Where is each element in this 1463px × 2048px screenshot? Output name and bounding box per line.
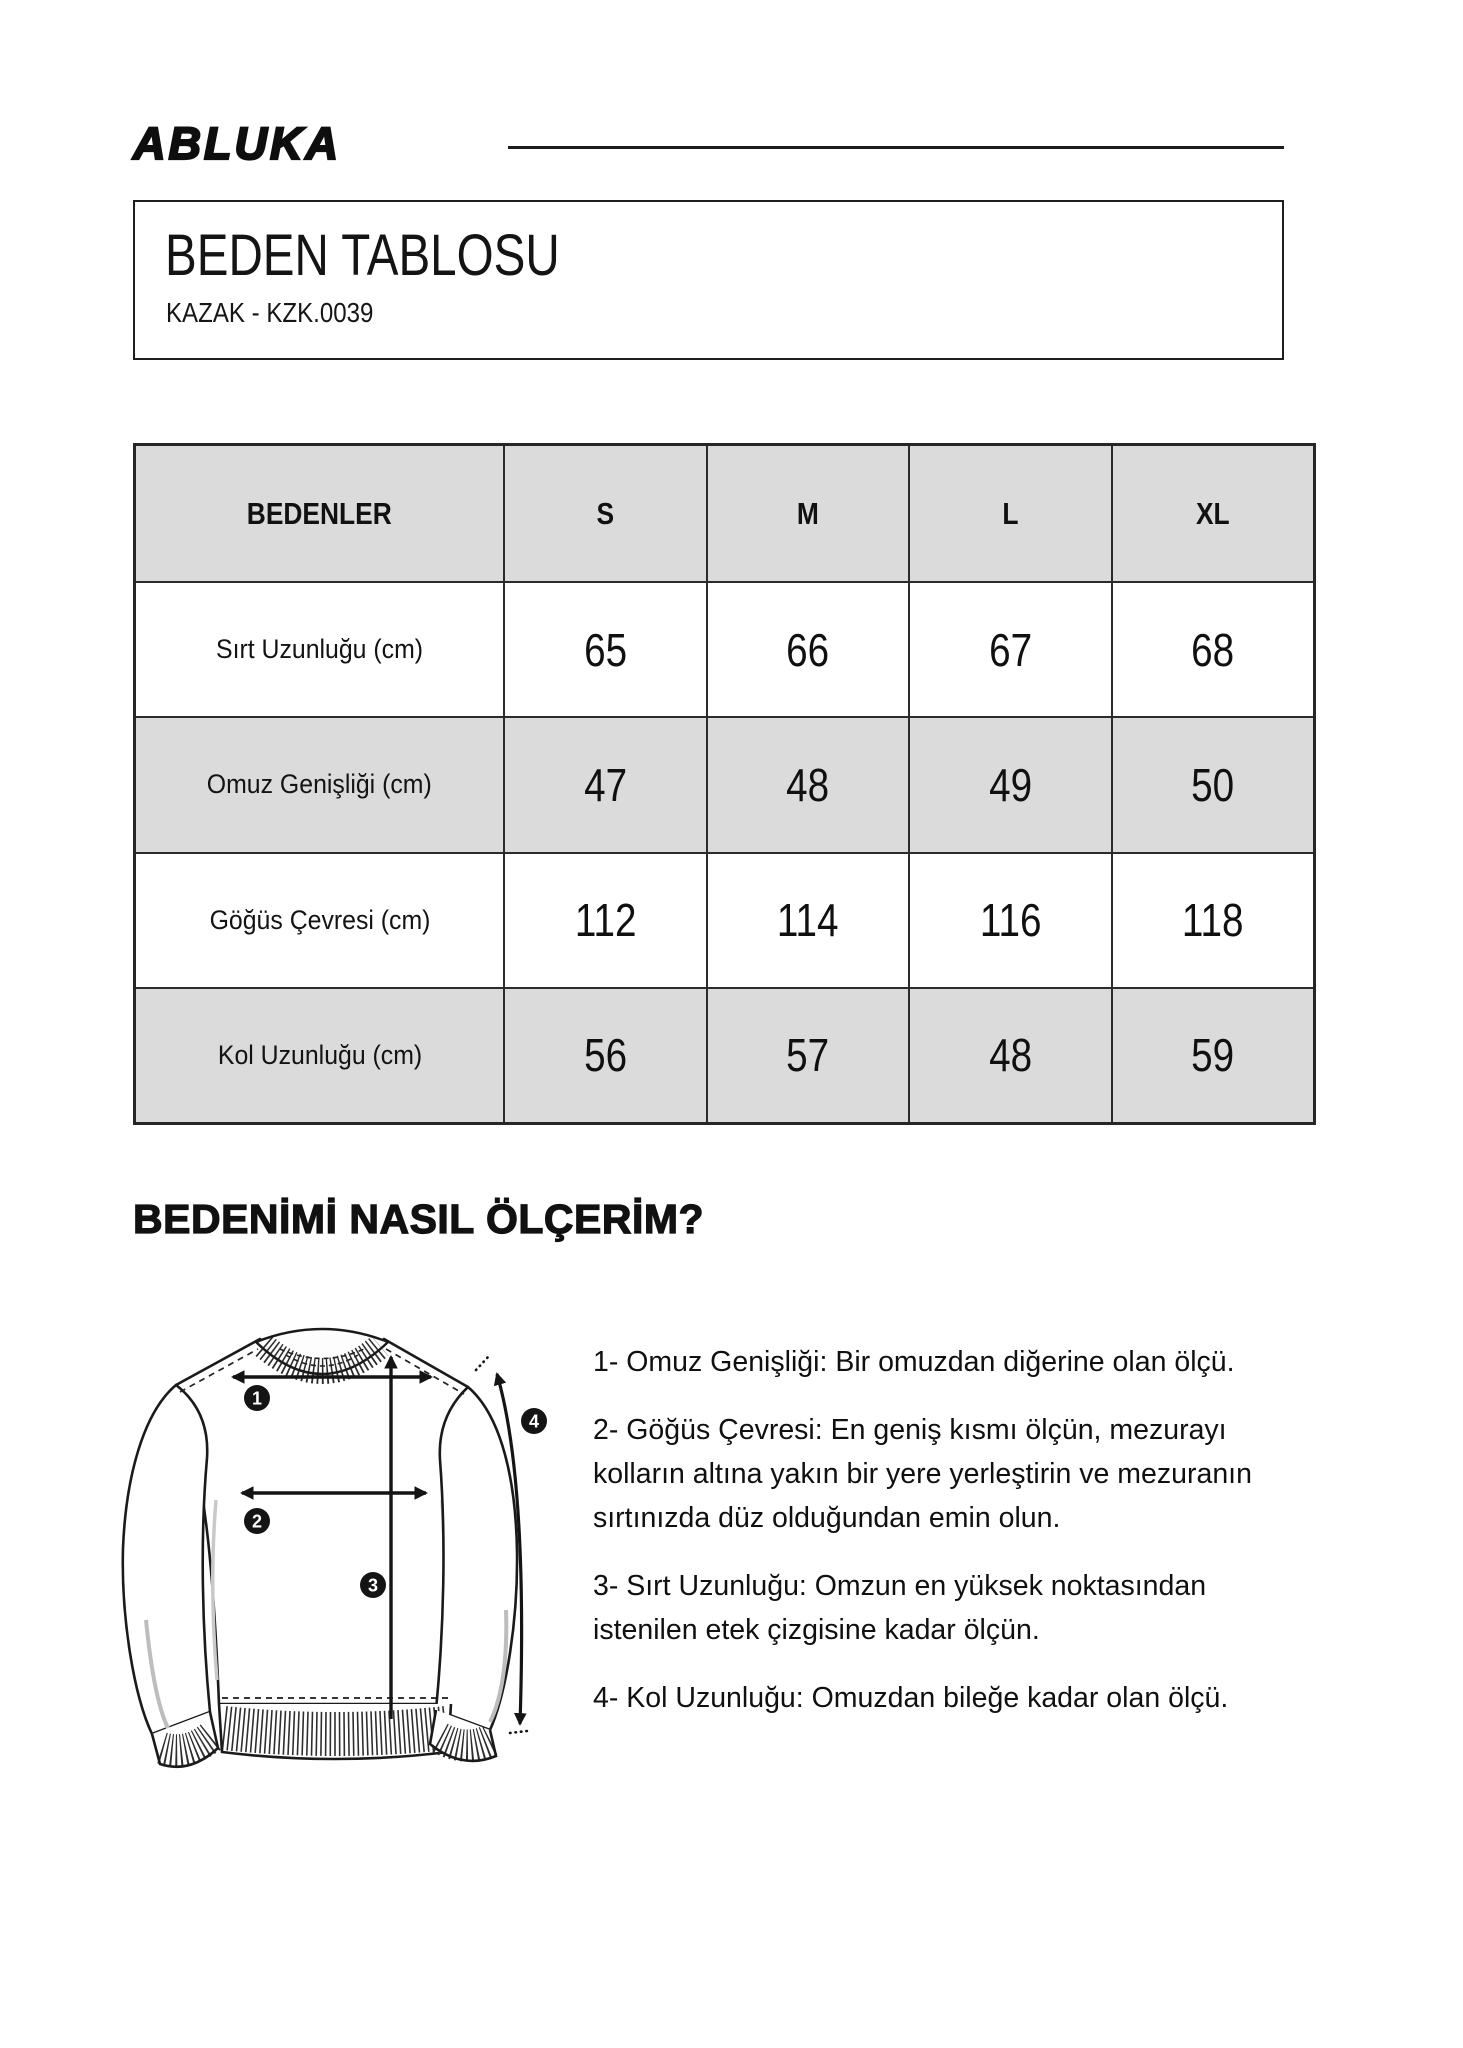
size-value: 68 [1110,581,1313,717]
measure-badge-1 [244,1385,270,1411]
badge-3-number: 3 [368,1576,378,1596]
table-header-cell: L [908,446,1111,582]
table-header-cell: BEDENLER [136,446,504,582]
sweater-cuffs [150,1709,498,1768]
size-value: 57 [705,986,909,1122]
page-title: BEDEN TABLOSU [165,223,560,288]
sleeve-top-dotted-mark [474,1354,491,1372]
measure-badge-3 [360,1572,386,1598]
sleeve-bottom-dotted-mark [508,1729,529,1735]
instruction-back-length: 3- Sırt Uzunluğu: Omzun en yüksek noktas… [593,1570,1207,1646]
row-label: Göğüs Çevresi (cm) [136,851,504,987]
measurement-instructions: 1- Omuz Genişliği: Bir omuzdan diğerine … [593,1340,1359,1744]
instruction-sleeve-length: 4- Kol Uzunluğu: Omuzdan bileğe kadar ol… [593,1682,1229,1714]
sweater-body [174,1337,470,1706]
measurement-arrows [230,1354,529,1735]
badge-2-number: 2 [252,1512,262,1532]
section-heading: BEDENİMİ NASIL ÖLÇERİM? [132,1195,705,1242]
instruction-shoulder-width: 1- Omuz Genişliği: Bir omuzdan diğerine … [593,1346,1235,1378]
size-value: 67 [908,581,1111,717]
size-value: 112 [503,851,706,987]
sweater-illustration: 1 2 3 4 [110,1300,590,1800]
size-value: 50 [1110,716,1313,852]
title-box: BEDEN TABLOSU KAZAK - KZK.0039 [133,200,1284,360]
instruction-chest: 2- Göğüs Çevresi: En geniş kısmı ölçün, … [593,1414,1252,1534]
measure-badge-2 [244,1508,270,1534]
row-label: Omuz Genişliği (cm) [136,716,504,852]
sweater-measurement-diagram: 1 2 3 4 [121,1327,547,1768]
size-value: 56 [503,986,706,1122]
size-value: 47 [503,716,706,852]
size-value: 118 [1110,851,1313,987]
row-label: Kol Uzunluğu (cm) [136,986,504,1122]
table-header-cell: S [503,446,706,582]
sweater-hem-rib [217,1697,453,1761]
size-value: 59 [1110,986,1313,1122]
size-table: BEDENLER S M L XL Sırt Uzunluğu (cm) 65 … [133,443,1316,1125]
measure-badge-4 [521,1408,547,1434]
size-value: 48 [908,986,1111,1122]
size-value: 49 [908,716,1111,852]
product-code: KAZAK - KZK.0039 [166,297,374,328]
badge-1-number: 1 [252,1389,262,1409]
measurement-badges: 1 2 3 4 [244,1385,547,1598]
header-divider-line [508,146,1284,149]
size-value: 65 [503,581,706,717]
size-value: 114 [705,851,909,987]
size-value: 116 [908,851,1111,987]
size-value: 66 [705,581,909,717]
table-header-cell: XL [1110,446,1313,582]
sleeve-length-arrow [493,1372,527,1726]
brand-logo: ABLUKA [132,117,341,170]
row-label: Sırt Uzunluğu (cm) [136,581,504,716]
size-value: 48 [705,716,909,852]
table-header-cell: M [705,446,909,582]
badge-4-number: 4 [529,1412,539,1432]
